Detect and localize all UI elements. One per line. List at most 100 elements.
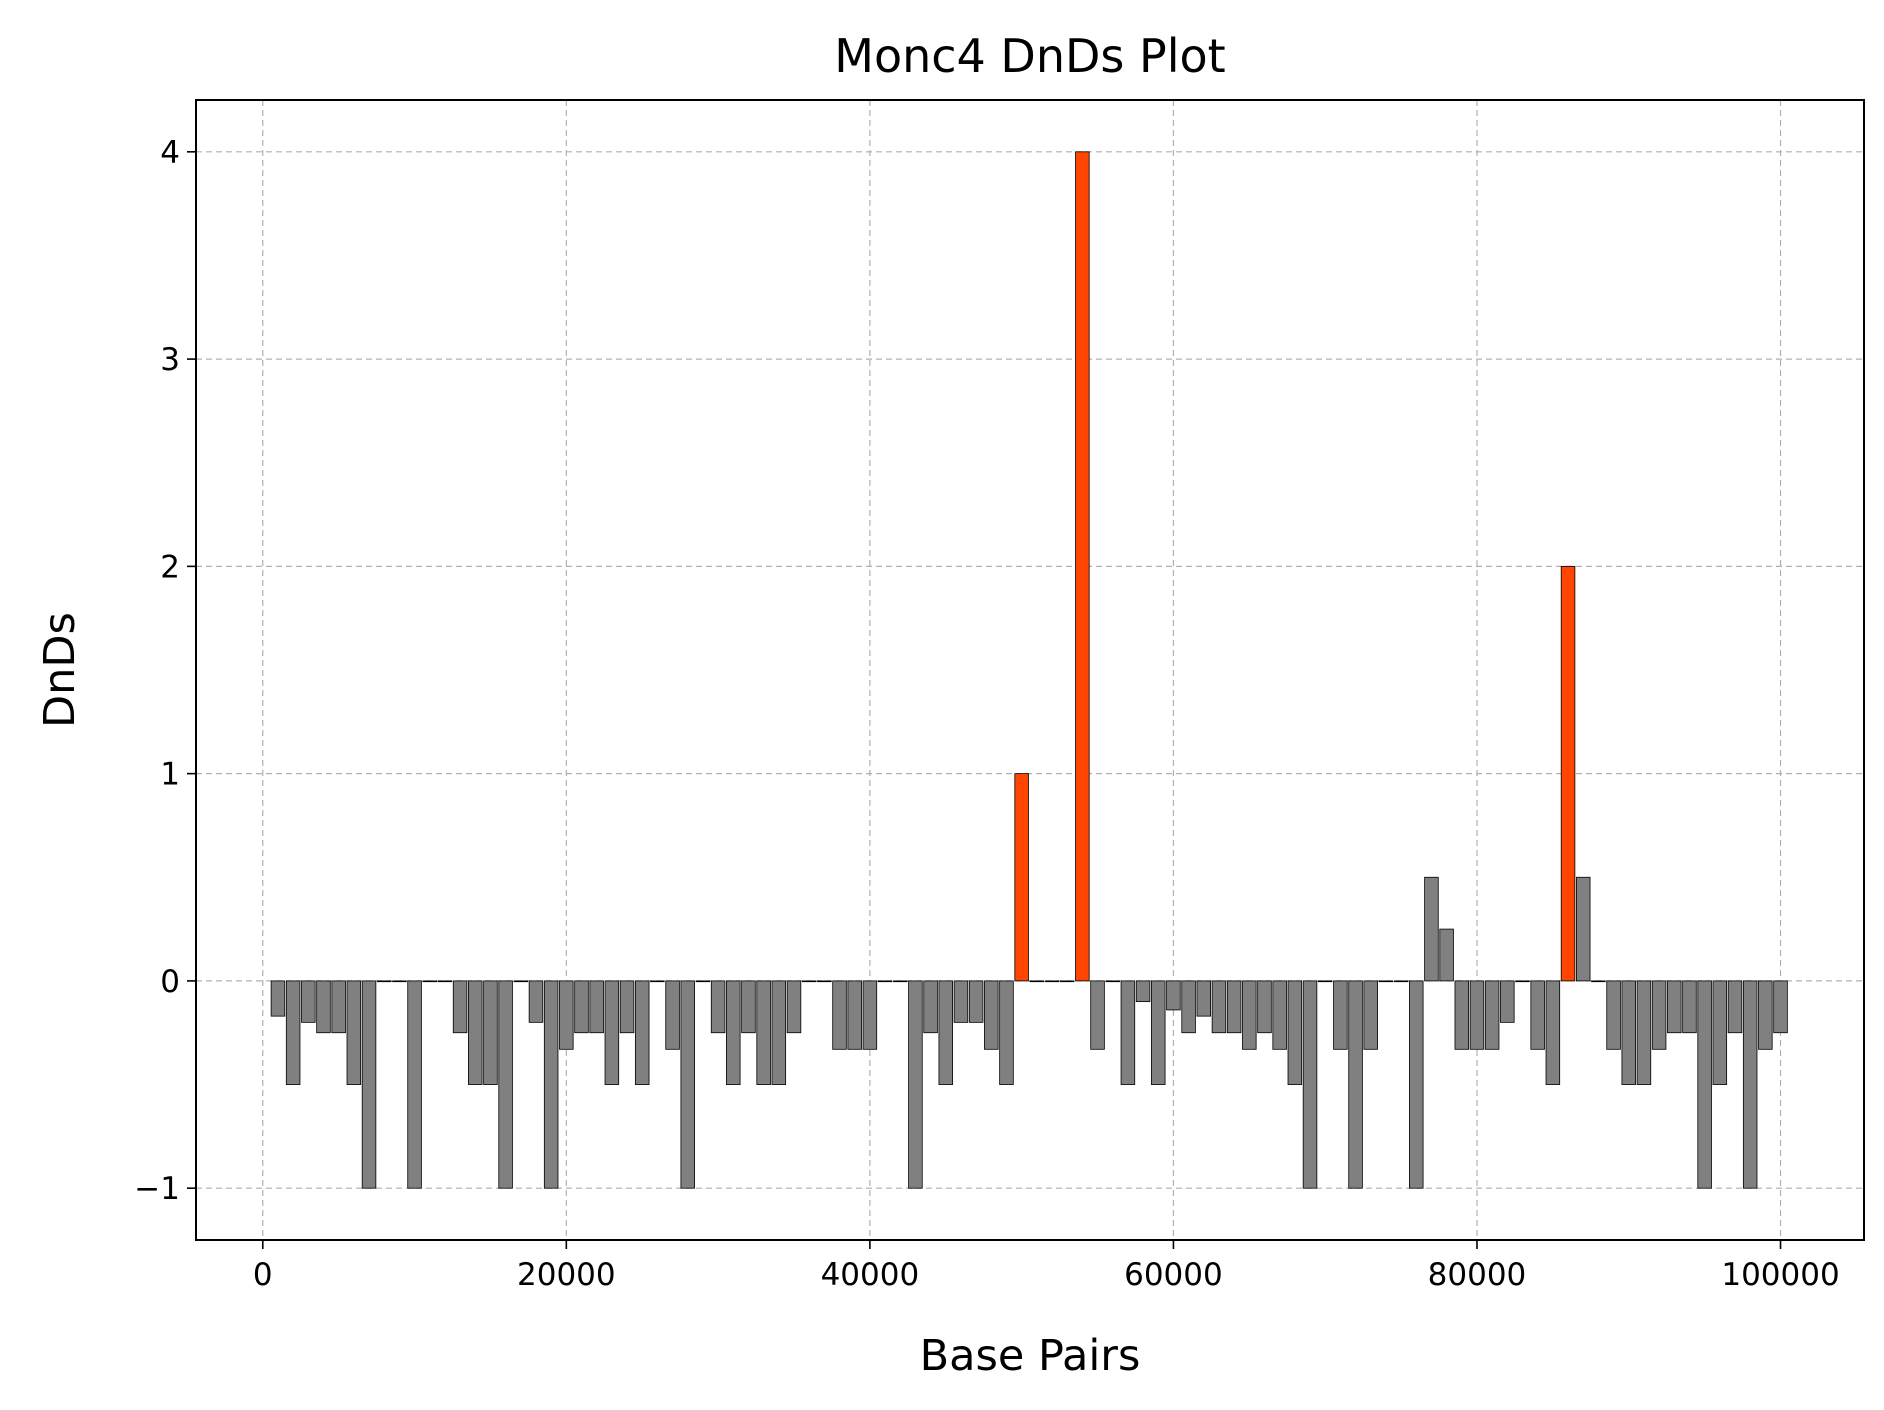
x-axis-label: Base Pairs bbox=[920, 1331, 1141, 1381]
bar-58 bbox=[1151, 980, 1166, 1085]
bar-77 bbox=[1439, 928, 1454, 982]
bar-99 bbox=[1773, 980, 1788, 1034]
bar-14 bbox=[483, 980, 498, 1085]
bar-36 bbox=[817, 980, 832, 983]
bar-33 bbox=[771, 980, 787, 1085]
x-tick-label-5: 100000 bbox=[1721, 1257, 1839, 1293]
bar-51 bbox=[1044, 980, 1060, 983]
bar-31 bbox=[741, 980, 756, 1034]
bar-90 bbox=[1636, 980, 1652, 1085]
bar-29 bbox=[710, 980, 726, 1034]
bar-4 bbox=[331, 980, 346, 1034]
bar-24 bbox=[634, 980, 650, 1085]
x-tick-label-0: 0 bbox=[253, 1257, 273, 1293]
bar-93 bbox=[1682, 980, 1697, 1034]
bar-82 bbox=[1515, 980, 1530, 983]
bar-25 bbox=[650, 980, 665, 983]
bar-65 bbox=[1257, 980, 1272, 1034]
bar-64 bbox=[1242, 980, 1257, 1050]
bar-94 bbox=[1697, 980, 1712, 1189]
bar-43 bbox=[923, 980, 938, 1034]
bar-67 bbox=[1287, 980, 1303, 1085]
bar-60 bbox=[1181, 980, 1196, 1034]
bar-78 bbox=[1454, 980, 1470, 1050]
bar-21 bbox=[589, 980, 604, 1034]
bar-9 bbox=[407, 980, 422, 1189]
bar-96 bbox=[1727, 980, 1743, 1034]
bar-1 bbox=[285, 980, 301, 1085]
bar-79 bbox=[1469, 980, 1485, 1050]
bar-42 bbox=[908, 980, 923, 1189]
bar-74 bbox=[1393, 980, 1409, 983]
bar-97 bbox=[1742, 980, 1758, 1189]
bar-6 bbox=[361, 980, 377, 1189]
bar-18 bbox=[543, 980, 559, 1189]
bar-50 bbox=[1029, 980, 1045, 983]
bar-54 bbox=[1090, 980, 1105, 1050]
bar-68 bbox=[1302, 980, 1318, 1189]
bar-86 bbox=[1575, 876, 1591, 982]
bar-0 bbox=[270, 980, 286, 1017]
bar-38 bbox=[847, 980, 862, 1050]
bar-92 bbox=[1667, 980, 1682, 1034]
axis-ticks: 0 20000 40000 60000 80000 100000 −1 0 1 2 3 4 bbox=[134, 135, 1839, 1293]
bar-26 bbox=[665, 980, 680, 1050]
bar-80 bbox=[1484, 980, 1500, 1050]
bar-95 bbox=[1712, 980, 1728, 1085]
bar-23 bbox=[619, 980, 635, 1034]
bar-17 bbox=[528, 980, 544, 1023]
bar-3 bbox=[316, 980, 331, 1034]
bar-49 bbox=[1014, 773, 1029, 982]
bar-75 bbox=[1409, 980, 1424, 1189]
grid-lines bbox=[196, 100, 1864, 1240]
bar-40 bbox=[877, 980, 893, 983]
bar-27 bbox=[680, 980, 695, 1189]
bar-12 bbox=[452, 980, 468, 1034]
bar-61 bbox=[1196, 980, 1212, 1017]
chart-title: Monc4 DnDs Plot bbox=[834, 29, 1225, 83]
bar-32 bbox=[756, 980, 771, 1085]
bar-5 bbox=[346, 980, 362, 1085]
bar-15 bbox=[498, 980, 513, 1189]
bar-10 bbox=[422, 980, 437, 983]
plot-frame bbox=[195, 99, 1865, 1241]
bar-45 bbox=[953, 980, 969, 1023]
bar-2 bbox=[301, 980, 316, 1023]
bar-76 bbox=[1424, 876, 1439, 982]
y-tick-label-1: 0 bbox=[160, 964, 180, 1000]
bar-34 bbox=[786, 980, 802, 1034]
x-tick-label-3: 60000 bbox=[1124, 1257, 1223, 1293]
bar-83 bbox=[1530, 980, 1545, 1050]
bars bbox=[270, 151, 1788, 1189]
bar-89 bbox=[1621, 980, 1636, 1085]
x-tick-label-1: 20000 bbox=[517, 1257, 616, 1293]
bar-52 bbox=[1059, 980, 1075, 983]
y-tick-label-5: 4 bbox=[160, 135, 180, 171]
bar-41 bbox=[893, 980, 908, 983]
bar-19 bbox=[559, 980, 574, 1050]
bar-13 bbox=[468, 980, 483, 1085]
y-tick-label-3: 2 bbox=[160, 549, 180, 585]
bar-69 bbox=[1317, 980, 1333, 983]
bar-63 bbox=[1226, 980, 1242, 1034]
x-tick-label-4: 80000 bbox=[1428, 1257, 1527, 1293]
bar-66 bbox=[1272, 980, 1287, 1050]
y-axis-label: DnDs bbox=[35, 612, 85, 728]
bar-85 bbox=[1560, 565, 1576, 982]
bar-39 bbox=[862, 980, 878, 1050]
bar-35 bbox=[801, 980, 817, 983]
bar-62 bbox=[1211, 980, 1227, 1034]
bar-48 bbox=[999, 980, 1014, 1085]
y-tick-label-0: −1 bbox=[134, 1171, 180, 1207]
bar-57 bbox=[1135, 980, 1151, 1003]
bar-8 bbox=[392, 980, 407, 983]
bar-30 bbox=[726, 980, 741, 1085]
x-tick-label-2: 40000 bbox=[821, 1257, 920, 1293]
y-tick-label-4: 3 bbox=[160, 342, 180, 378]
bar-70 bbox=[1333, 980, 1348, 1050]
bar-46 bbox=[968, 980, 984, 1023]
bar-11 bbox=[437, 980, 453, 983]
y-tick-label-2: 1 bbox=[160, 757, 180, 793]
bar-73 bbox=[1378, 980, 1394, 983]
